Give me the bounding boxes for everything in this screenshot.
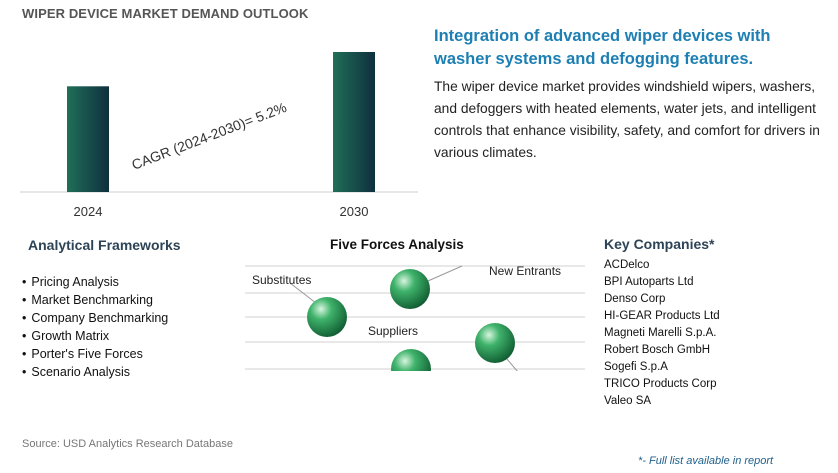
- insight-description: The wiper device market provides windshi…: [434, 79, 820, 160]
- force-label-new-entrants: New Entrants: [489, 264, 561, 278]
- force-sphere: [475, 323, 515, 363]
- company-item: Sogefi S.p.A: [604, 361, 668, 373]
- source-note: Source: USD Analytics Research Database: [22, 438, 233, 450]
- framework-item: Growth Matrix: [22, 327, 168, 345]
- force-sphere: [307, 297, 347, 337]
- framework-item: Pricing Analysis: [22, 273, 168, 291]
- x-tick-label: 2024: [74, 204, 103, 219]
- insight-headline: Integration of advanced wiper devices wi…: [434, 27, 771, 68]
- cagr-annotation: CAGR (2024-2030)= 5.2%: [129, 99, 288, 173]
- company-item: BPI Autoparts Ltd: [604, 276, 694, 288]
- framework-item: Porter's Five Forces: [22, 345, 168, 363]
- five-forces-graphic: Substitutes New Entrants Suppliers: [240, 264, 585, 375]
- company-item: ACDelco: [604, 259, 650, 271]
- framework-item: Scenario Analysis: [22, 363, 168, 381]
- page-title: WIPER DEVICE MARKET DEMAND OUTLOOK: [22, 6, 309, 21]
- force-sphere: [390, 269, 430, 309]
- framework-item: Market Benchmarking: [22, 291, 168, 309]
- company-item: TRICO Products Corp: [604, 378, 717, 390]
- force-sphere: [391, 349, 431, 375]
- bar-chart: 2024 2030 CAGR (2024-2030)= 5.2%: [20, 52, 418, 219]
- company-item: Robert Bosch GmbH: [604, 344, 711, 356]
- key-companies-list: ACDelco BPI Autoparts Ltd Denso Corp HI-GEA…: [604, 257, 720, 410]
- force-label-suppliers: Suppliers: [368, 324, 418, 338]
- force-label-substitutes: Substitutes: [252, 273, 311, 287]
- x-tick-label: 2030: [340, 204, 369, 219]
- bar-2024: [67, 86, 109, 192]
- frameworks-title: Analytical Frameworks: [28, 237, 181, 253]
- full-list-note: *- Full list available in report: [638, 455, 774, 467]
- company-item: Denso Corp: [604, 293, 666, 305]
- five-forces-title: Five Forces Analysis: [330, 237, 464, 252]
- company-item: HI-GEAR Products Ltd: [604, 310, 720, 322]
- key-companies-title: Key Companies*: [604, 236, 715, 252]
- company-item: Valeo SA: [604, 395, 652, 407]
- bar-2030: [333, 52, 375, 192]
- frameworks-list: Pricing AnalysisMarket BenchmarkingCompa…: [22, 273, 168, 381]
- company-item: Magneti Marelli S.p.A.: [604, 327, 717, 339]
- framework-item: Company Benchmarking: [22, 309, 168, 327]
